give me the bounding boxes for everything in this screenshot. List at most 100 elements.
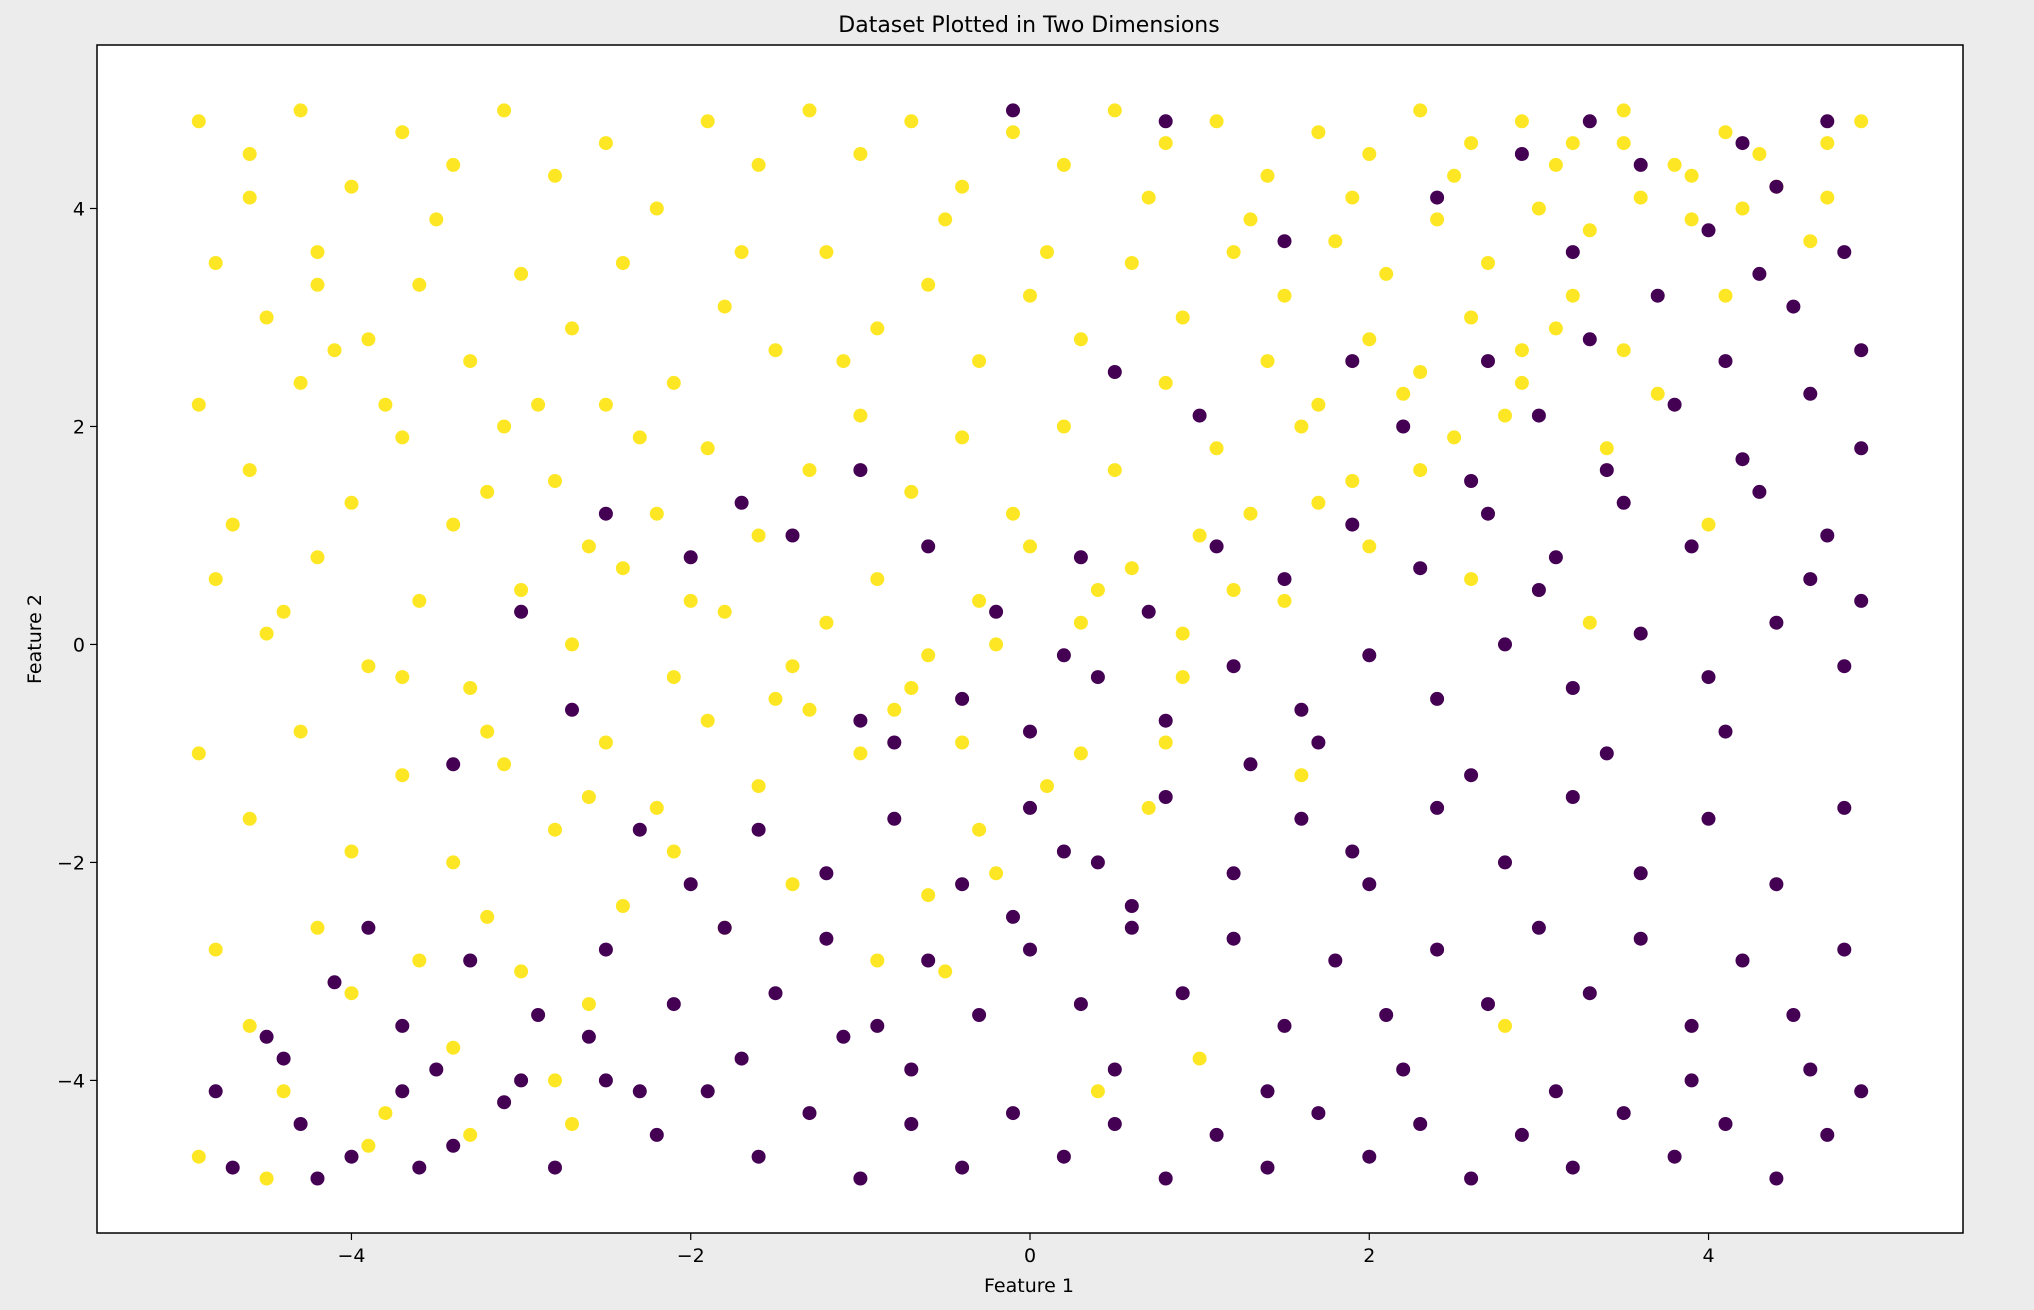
data-point	[1769, 179, 1784, 194]
data-point	[819, 245, 834, 260]
data-point	[632, 822, 647, 837]
data-point	[921, 888, 936, 903]
data-point	[1277, 234, 1292, 249]
data-point	[1548, 1084, 1563, 1099]
data-point	[1735, 136, 1750, 151]
data-point	[1514, 343, 1529, 358]
data-point	[700, 441, 715, 456]
data-point	[1056, 419, 1071, 434]
data-point	[361, 659, 376, 674]
data-point	[1328, 953, 1343, 968]
data-point	[598, 136, 613, 151]
data-point	[1277, 572, 1292, 587]
data-point	[581, 997, 596, 1012]
data-point	[1158, 136, 1173, 151]
data-point	[395, 125, 410, 140]
data-point	[1107, 365, 1122, 379]
data-point	[446, 757, 461, 772]
data-point	[853, 463, 868, 478]
data-point	[1548, 321, 1563, 336]
data-point	[310, 550, 325, 565]
y-tick-label: −4	[57, 1070, 85, 1092]
data-point	[1294, 702, 1309, 717]
data-point	[1040, 245, 1054, 260]
data-point	[310, 277, 325, 292]
data-point	[310, 245, 325, 260]
data-point	[904, 1117, 919, 1131]
data-point	[1141, 190, 1156, 205]
data-point	[1260, 168, 1275, 183]
data-point	[208, 256, 223, 270]
data-point	[615, 561, 630, 576]
data-point	[1090, 1084, 1105, 1099]
data-point	[1752, 147, 1767, 161]
data-point	[1599, 463, 1614, 478]
data-point	[497, 103, 512, 118]
data-point	[581, 1029, 596, 1044]
data-point	[208, 942, 223, 957]
data-point	[1514, 147, 1529, 161]
data-point	[293, 103, 308, 118]
data-point	[1769, 615, 1784, 630]
plot-area	[97, 45, 1963, 1233]
data-point	[1277, 593, 1292, 608]
data-point	[480, 484, 495, 499]
data-point	[1633, 626, 1648, 641]
data-point	[751, 157, 766, 172]
data-point	[1345, 844, 1360, 859]
data-point	[565, 1117, 579, 1131]
data-point	[1718, 724, 1733, 739]
data-point	[581, 790, 596, 804]
data-point	[802, 463, 817, 478]
data-point	[768, 691, 783, 706]
data-point	[632, 430, 647, 445]
data-point	[1616, 1106, 1631, 1121]
data-point	[1464, 474, 1479, 488]
data-point	[1430, 800, 1445, 815]
data-point	[853, 408, 868, 423]
data-point	[1786, 1008, 1801, 1022]
data-point	[870, 321, 885, 336]
data-point	[1701, 223, 1716, 238]
data-point	[1175, 986, 1190, 1001]
data-point	[1565, 136, 1580, 151]
data-point	[1633, 157, 1648, 172]
data-point	[836, 1029, 851, 1044]
data-point	[1548, 550, 1563, 565]
data-point	[887, 735, 902, 750]
data-point	[1073, 746, 1088, 761]
data-point	[1413, 365, 1428, 379]
data-point	[378, 1106, 393, 1121]
y-tick-label: −2	[57, 852, 85, 874]
data-point	[1192, 1051, 1207, 1066]
data-point	[1090, 583, 1105, 597]
y-tick-label: 2	[73, 416, 85, 438]
data-point	[1565, 245, 1580, 260]
data-point	[989, 866, 1004, 881]
data-point	[361, 332, 376, 347]
data-point	[1345, 474, 1360, 488]
data-point	[463, 681, 478, 695]
data-point	[1531, 408, 1546, 423]
data-point	[1141, 604, 1156, 619]
data-point	[1006, 909, 1020, 924]
data-point	[361, 920, 376, 935]
data-point	[700, 713, 715, 728]
data-point	[666, 670, 681, 685]
data-point	[1090, 670, 1105, 685]
data-point	[1226, 245, 1241, 260]
data-point	[1582, 114, 1597, 129]
data-point	[412, 593, 427, 608]
data-point	[1803, 1062, 1818, 1077]
data-point	[1684, 1073, 1699, 1088]
data-point	[1701, 811, 1716, 826]
data-point	[1107, 1062, 1122, 1077]
data-point	[1023, 942, 1037, 957]
data-point	[1006, 103, 1020, 118]
data-point	[649, 201, 664, 216]
data-point	[1158, 735, 1173, 750]
data-point	[1498, 855, 1512, 870]
data-point	[853, 1171, 868, 1186]
data-point	[1158, 375, 1173, 390]
